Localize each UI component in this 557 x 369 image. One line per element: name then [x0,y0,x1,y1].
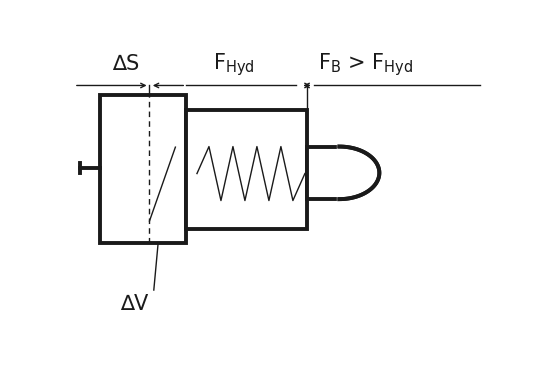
Text: ∆V: ∆V [120,294,149,314]
Bar [186,110,307,229]
Polygon shape [339,146,379,199]
Text: ∆S: ∆S [112,54,139,74]
Bar [100,96,186,243]
Bar [307,146,339,199]
Text: $\mathregular{F_B}$ > $\mathregular{F_{Hyd}}$: $\mathregular{F_B}$ > $\mathregular{F_{H… [317,51,413,77]
Text: $\mathregular{F_{Hyd}}$: $\mathregular{F_{Hyd}}$ [213,51,255,77]
